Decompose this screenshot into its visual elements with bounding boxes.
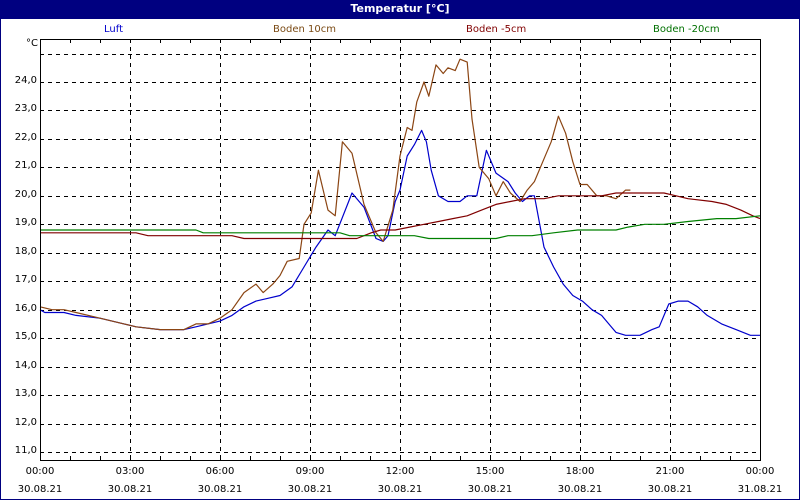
y-tick-label: 15,0 [14,331,37,343]
x-tick-time: 12:00 [385,466,415,477]
x-tick-date: 30.08.21 [17,484,63,495]
y-tick-label: 18,0 [14,245,37,257]
x-tick-label: 21:00 30.08.21 [640,466,700,496]
x-tick-time: 18:00 [565,466,595,477]
series-line-boden-5cm [40,192,761,240]
series-line-boden-10cm [39,58,631,331]
legend-item: Boden -5cm [466,24,527,35]
legend-item: Luft [104,24,123,35]
x-tick-time: 09:00 [295,466,325,477]
y-tick-label: 11,0 [14,444,37,456]
y-tick-label: 13,0 [14,388,37,400]
y-tick-label: 22,0 [14,131,37,143]
x-tick-time: 03:00 [115,466,145,477]
x-tick-label: 09:00 30.08.21 [280,466,340,496]
x-tick-date: 30.08.21 [377,484,423,495]
x-tick-date: 31.08.21 [737,484,783,495]
legend-item: Boden 10cm [273,24,336,35]
legend-item: Boden -20cm [653,24,720,35]
y-tick-label: 19,0 [14,217,37,229]
x-tick-label: 00:00 31.08.21 [730,466,790,496]
x-tick-date: 30.08.21 [647,484,693,495]
x-tick-date: 30.08.21 [557,484,603,495]
chart-title: Temperatur [°C] [0,0,800,19]
x-tick-time: 00:00 [25,466,55,477]
y-tick-label: 17,0 [14,274,37,286]
y-axis-unit: °C [26,38,38,49]
x-tick-time: 15:00 [475,466,505,477]
y-tick-label: 24,0 [14,75,37,86]
x-tick-time: 21:00 [655,466,685,477]
x-tick-time: 06:00 [205,466,235,477]
y-tick-label: 12,0 [14,416,37,428]
y-tick-label: 21,0 [14,160,37,172]
x-tick-date: 30.08.21 [197,484,243,495]
x-tick-date: 30.08.21 [467,484,513,495]
y-tick-label: 14,0 [14,359,37,371]
y-tick-label: 20,0 [14,188,37,200]
x-tick-label: 06:00 30.08.21 [190,466,250,496]
x-tick-label: 00:00 30.08.21 [10,466,70,496]
x-tick-label: 12:00 30.08.21 [370,466,430,496]
plot-border [40,39,761,461]
y-tick-label: 16,0 [14,302,37,314]
x-tick-label: 03:00 30.08.21 [100,466,160,496]
series-line-luft [39,129,760,336]
series-line-boden-20cm [40,215,761,240]
x-tick-date: 30.08.21 [287,484,333,495]
x-tick-date: 30.08.21 [107,484,153,495]
y-tick-label: 23,0 [14,103,37,115]
x-tick-label: 18:00 30.08.21 [550,466,610,496]
x-tick-time: 00:00 [745,466,775,477]
x-tick-label: 15:00 30.08.21 [460,466,520,496]
